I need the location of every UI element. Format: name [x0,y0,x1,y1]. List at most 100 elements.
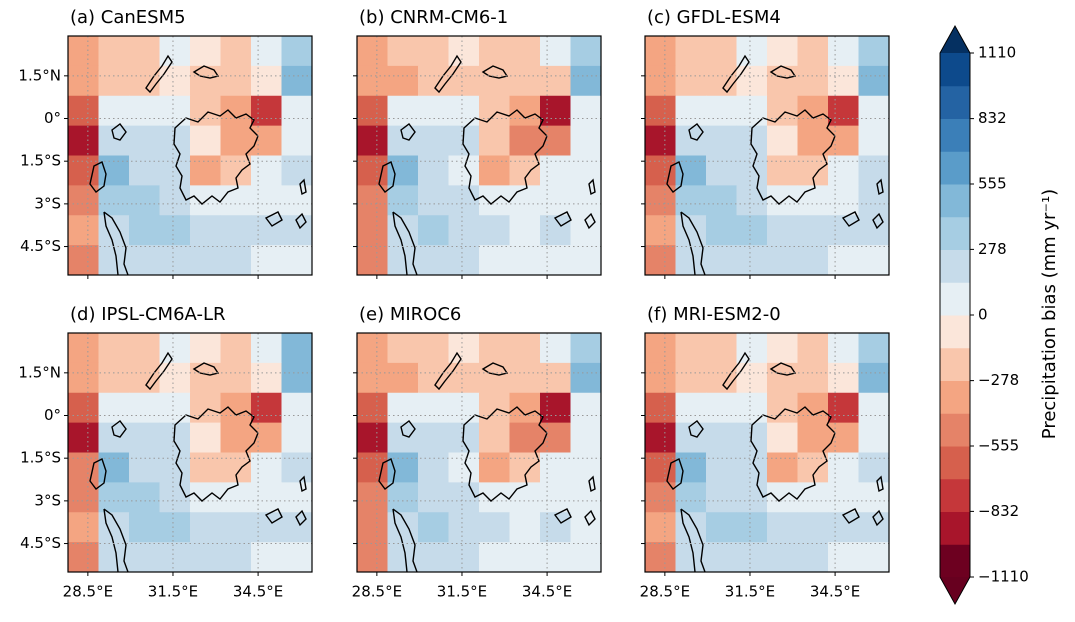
field-cell [281,185,313,216]
field-cell [828,245,859,276]
field-cell [828,65,859,97]
field-cell [570,452,602,483]
field-cell [159,155,191,186]
field-cell [418,512,449,543]
field-cell [706,362,737,394]
field-cell [706,452,737,483]
field-cell [98,452,130,483]
field-cell [281,452,313,483]
field-cell [159,95,191,127]
panel-title: (f) MRI-ESM2-0 [647,304,781,325]
field-cell [675,333,707,364]
field-cell [251,155,282,186]
field-cell [448,482,480,513]
field-cell [418,452,449,483]
field-cell [68,542,99,573]
field-cell [129,95,160,127]
field-cell [858,155,890,186]
field-cell [68,125,99,156]
field-cell [251,392,282,424]
field-cell [418,155,449,186]
field-cell [479,125,510,156]
field-cell [448,65,480,97]
colorbar-swatch [940,118,970,152]
colorbar-tick-label: 0 [978,306,988,324]
field-cell [448,452,480,483]
field-cell [281,155,313,186]
field-cell [509,36,541,67]
field-cell [418,125,449,156]
field-cell [858,36,890,67]
map-panel: (b) CNRM-CM6-1 [353,7,602,279]
field-cell [645,185,676,216]
field-cell [357,452,388,483]
field-cell [281,392,313,424]
field-cell [448,245,480,276]
field-cell [418,362,449,394]
field-cell [675,65,707,97]
field-cell [828,512,859,543]
field-cell [129,362,160,394]
field-cell [251,185,282,216]
field-cell [129,36,160,67]
field-cell [129,392,160,424]
colorbar-swatch [940,282,970,316]
panel-title: (c) GFDL-ESM4 [647,7,781,28]
field-cell [570,65,602,97]
field-cell [797,362,829,394]
field-cell [281,333,313,364]
panel-title: (b) CNRM-CM6-1 [359,7,508,28]
field-cell [645,155,676,186]
field-cell [98,333,130,364]
field-cell [190,155,221,186]
field-cell [509,95,541,127]
field-cell [68,65,99,97]
panel-frame [356,35,602,276]
field-cell [98,362,130,394]
colorbar: −1110 −832 −555 −278 0 278 555 832 1110 [939,24,1029,606]
field-cell [706,36,737,67]
field-cell [281,125,313,156]
field-cell [509,333,541,364]
field-cell [736,392,768,424]
field-cell [797,215,829,246]
colorbar-tick-label: −278 [978,371,1019,389]
field-cell [858,125,890,156]
field-cell [129,245,160,276]
field-cell [509,65,541,97]
colorbar-swatch [940,315,970,349]
field-cell [736,452,768,483]
colorbar-swatch [940,249,970,283]
field-cell [736,155,768,186]
field-cell [645,482,676,513]
field-cell [570,245,602,276]
field-cell [220,36,252,67]
field-cell [220,512,252,543]
y-tick-label: 4.5°S [20,534,61,552]
colorbar-swatch [940,544,970,578]
field-cell [220,185,252,216]
field-cell [387,185,419,216]
field-cell [509,482,541,513]
field-cell [387,155,419,186]
field-cell [190,36,221,67]
field-cell [190,333,221,364]
field-cell [418,392,449,424]
field-cell [645,542,676,573]
colorbar-tick-label: −555 [978,437,1019,455]
field-cell [509,392,541,424]
field-cell [706,542,737,573]
field-cell [98,482,130,513]
field-cell [675,155,707,186]
colorbar-swatch [940,151,970,185]
map-panel: 28.5°E 31.5°E 34.5°E 1.5°N 0° 1.5°S 3°S 4.5°S (d… [18,304,313,601]
field-cell [828,452,859,483]
field-cell [540,542,571,573]
field-cell [448,512,480,543]
field-cell [129,512,160,543]
field-cell [68,36,99,67]
colorbar-swatch [940,380,970,414]
field-cell [767,245,798,276]
field-cell [418,333,449,364]
field-cell [387,333,419,364]
